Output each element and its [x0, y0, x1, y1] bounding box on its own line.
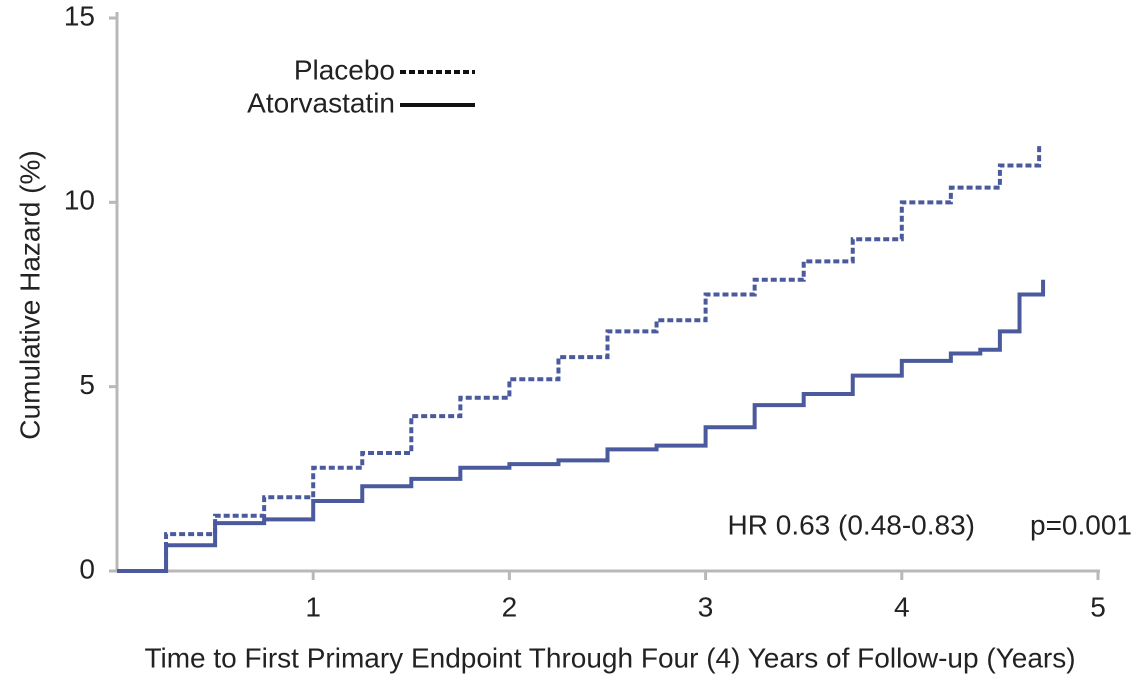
- annotation: HR 0.63 (0.48-0.83): [728, 509, 975, 540]
- x-tick-label: 5: [1090, 591, 1106, 622]
- x-axis-label: Time to First Primary Endpoint Through F…: [144, 642, 1075, 673]
- annotation: p=0.001: [1030, 509, 1132, 540]
- y-tick-label: 0: [79, 553, 95, 584]
- legend-label: Placebo: [294, 54, 395, 85]
- legend-label: Atorvastatin: [247, 87, 395, 118]
- y-tick-label: 10: [64, 185, 95, 216]
- series-line: [117, 143, 1042, 573]
- y-tick-label: 15: [64, 0, 95, 31]
- series-line: [117, 279, 1046, 573]
- x-tick-label: 3: [698, 591, 714, 622]
- x-tick-label: 1: [305, 591, 321, 622]
- y-axis-label: Cumulative Hazard (%): [14, 150, 45, 439]
- y-tick-label: 5: [79, 369, 95, 400]
- x-tick-label: 4: [894, 591, 910, 622]
- x-tick-label: 2: [502, 591, 518, 622]
